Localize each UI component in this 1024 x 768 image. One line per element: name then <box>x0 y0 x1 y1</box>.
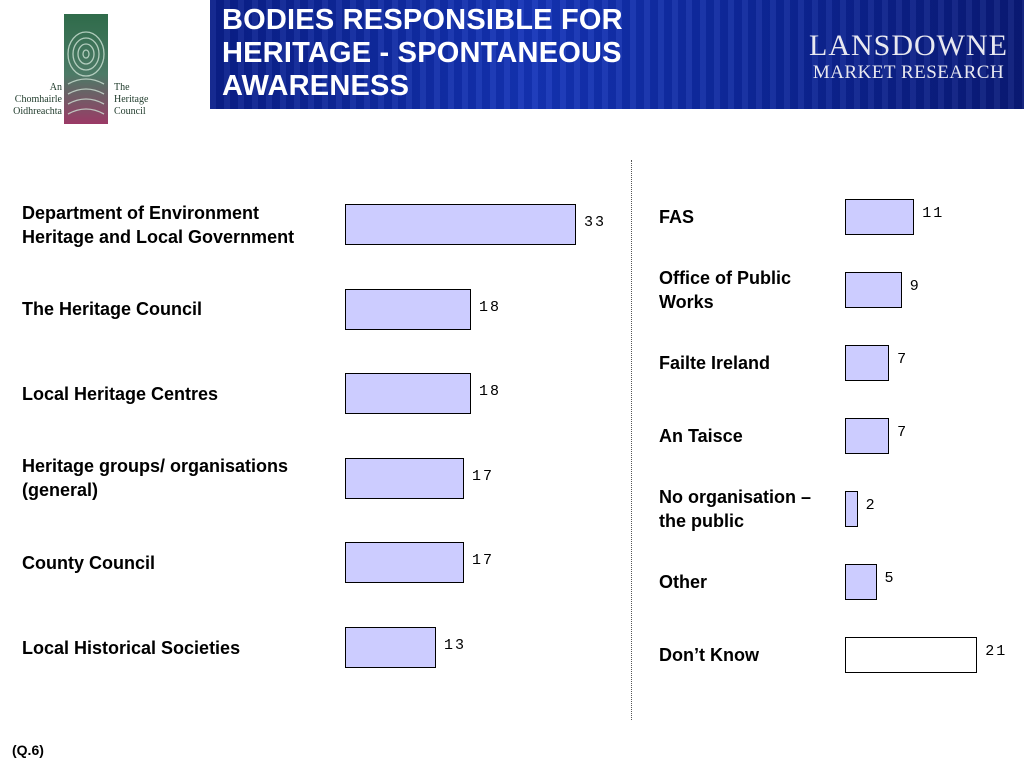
category-label: No organisation – the public <box>659 487 812 531</box>
category-label: FAS <box>659 207 695 227</box>
category-label: County Council <box>22 552 155 573</box>
category-label: Office of Public Works <box>659 268 792 312</box>
bar <box>345 457 464 499</box>
logo-emblem-icon <box>64 14 108 124</box>
bar <box>345 204 576 245</box>
category-label: Department of Environment Heritage and L… <box>22 202 295 247</box>
data-label: 11 <box>922 205 945 222</box>
brand-line-2: MARKET RESEARCH <box>812 62 1005 83</box>
brand-line-1: LANSDOWNE <box>809 29 1008 62</box>
data-label: 2 <box>865 497 877 514</box>
data-label: 17 <box>472 467 495 485</box>
data-label: 13 <box>444 637 467 654</box>
data-label: 7 <box>897 351 909 368</box>
category-label: Other <box>659 572 708 592</box>
heritage-council-logo: An Chomhairle Oidhreachta The Heritage C… <box>8 12 158 130</box>
banner-texture <box>210 0 1024 109</box>
data-label: 21 <box>985 643 1008 660</box>
data-label: 18 <box>479 383 502 401</box>
data-label: 9 <box>909 278 921 295</box>
bar <box>845 418 890 454</box>
data-label: 18 <box>479 298 502 316</box>
bar <box>345 542 464 584</box>
bar <box>845 564 877 600</box>
category-label: Failte Ireland <box>659 353 771 373</box>
bar <box>845 491 858 527</box>
header-banner: BODIES RESPONSIBLE FOR HERITAGE - SPONTA… <box>210 0 1024 109</box>
data-label: 5 <box>884 570 896 587</box>
question-reference: (Q.6) <box>12 742 44 758</box>
bar <box>345 373 471 415</box>
bar <box>845 637 978 673</box>
panel-divider <box>631 160 632 720</box>
category-label: The Heritage Council <box>22 299 203 320</box>
bar <box>345 288 471 330</box>
bar <box>345 627 436 668</box>
bar <box>845 272 902 308</box>
page-title: BODIES RESPONSIBLE FOR HERITAGE - SPONTA… <box>222 4 623 102</box>
bar <box>845 199 915 235</box>
logo-irish-name: An Chomhairle Oidhreachta <box>13 82 62 117</box>
logo-english-name: The Heritage Council <box>114 82 149 117</box>
bar <box>845 345 890 381</box>
data-label: 7 <box>897 424 909 441</box>
data-label: 33 <box>584 214 607 231</box>
category-label: Local Heritage Centres <box>22 383 219 404</box>
category-label: Heritage groups/ organisations (general) <box>22 456 289 501</box>
data-label: 17 <box>472 552 495 570</box>
category-label: An Taisce <box>659 426 743 446</box>
category-label: Local Historical Societies <box>22 637 241 658</box>
category-label: Don’t Know <box>659 645 759 665</box>
lansdowne-logo: LANSDOWNE MARKET RESEARCH <box>809 30 1008 84</box>
